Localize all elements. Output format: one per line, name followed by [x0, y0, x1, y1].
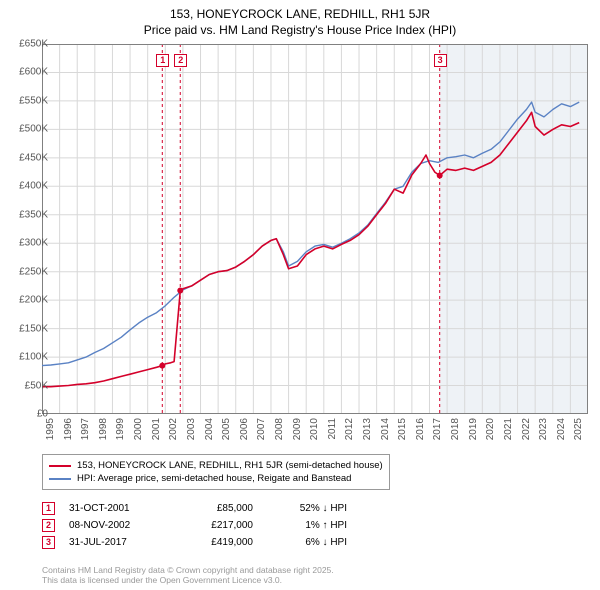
- x-tick-label: 2016: [415, 418, 426, 440]
- event-diff: 52% ↓ HPI: [267, 503, 347, 514]
- x-tick-label: 2003: [186, 418, 197, 440]
- title-line-1: 153, HONEYCROCK LANE, REDHILL, RH1 5JR: [0, 6, 600, 22]
- x-tick-label: 1995: [45, 418, 56, 440]
- x-tick-label: 2020: [485, 418, 496, 440]
- legend-label-property: 153, HONEYCROCK LANE, REDHILL, RH1 5JR (…: [77, 460, 383, 471]
- legend: 153, HONEYCROCK LANE, REDHILL, RH1 5JR (…: [42, 454, 390, 490]
- x-tick-label: 2011: [327, 418, 338, 440]
- legend-row-property: 153, HONEYCROCK LANE, REDHILL, RH1 5JR (…: [49, 459, 383, 472]
- x-tick-label: 2024: [556, 418, 567, 440]
- legend-row-hpi: HPI: Average price, semi-detached house,…: [49, 472, 383, 485]
- y-tick-label: £500K: [4, 124, 48, 135]
- event-price: £85,000: [173, 503, 253, 514]
- x-tick-label: 1998: [98, 418, 109, 440]
- x-tick-label: 2022: [521, 418, 532, 440]
- x-tick-label: 2023: [538, 418, 549, 440]
- x-tick-label: 2025: [573, 418, 584, 440]
- x-tick-label: 2005: [221, 418, 232, 440]
- event-price: £217,000: [173, 520, 253, 531]
- x-tick-label: 2002: [168, 418, 179, 440]
- event-marker-icon: 2: [42, 519, 55, 532]
- x-tick-label: 2012: [344, 418, 355, 440]
- x-tick-label: 2019: [468, 418, 479, 440]
- event-diff: 6% ↓ HPI: [267, 537, 347, 548]
- y-tick-label: £250K: [4, 266, 48, 277]
- attribution-line-1: Contains HM Land Registry data © Crown c…: [42, 565, 334, 576]
- y-tick-label: £650K: [4, 39, 48, 50]
- event-row: 3 31-JUL-2017 £419,000 6% ↓ HPI: [42, 534, 347, 551]
- event-date: 08-NOV-2002: [69, 520, 159, 531]
- event-price: £419,000: [173, 537, 253, 548]
- legend-swatch-hpi: [49, 478, 71, 480]
- x-tick-label: 2021: [503, 418, 514, 440]
- event-row: 1 31-OCT-2001 £85,000 52% ↓ HPI: [42, 500, 347, 517]
- chart-container: 153, HONEYCROCK LANE, REDHILL, RH1 5JR P…: [0, 0, 600, 590]
- x-tick-label: 2010: [309, 418, 320, 440]
- event-marker-icon: 1: [42, 502, 55, 515]
- chart-area: [42, 44, 588, 414]
- event-marker-icon: 3: [42, 536, 55, 549]
- x-tick-label: 2018: [450, 418, 461, 440]
- x-tick-label: 2004: [204, 418, 215, 440]
- x-tick-label: 1997: [80, 418, 91, 440]
- y-tick-label: £550K: [4, 95, 48, 106]
- y-tick-label: £400K: [4, 181, 48, 192]
- event-marker-2: 2: [174, 54, 187, 67]
- y-tick-label: £600K: [4, 67, 48, 78]
- x-tick-label: 2009: [292, 418, 303, 440]
- line-chart-svg: [42, 44, 588, 414]
- y-tick-label: £300K: [4, 238, 48, 249]
- event-marker-3: 3: [434, 54, 447, 67]
- title-line-2: Price paid vs. HM Land Registry's House …: [0, 22, 600, 38]
- x-tick-label: 2017: [432, 418, 443, 440]
- event-marker-1: 1: [156, 54, 169, 67]
- y-tick-label: £450K: [4, 152, 48, 163]
- event-date: 31-JUL-2017: [69, 537, 159, 548]
- legend-label-hpi: HPI: Average price, semi-detached house,…: [77, 473, 351, 484]
- y-tick-label: £50K: [4, 380, 48, 391]
- event-diff: 1% ↑ HPI: [267, 520, 347, 531]
- x-tick-label: 1996: [63, 418, 74, 440]
- y-tick-label: £0: [4, 409, 48, 420]
- attribution: Contains HM Land Registry data © Crown c…: [42, 565, 334, 586]
- x-tick-label: 2014: [380, 418, 391, 440]
- x-tick-label: 2001: [151, 418, 162, 440]
- event-row: 2 08-NOV-2002 £217,000 1% ↑ HPI: [42, 517, 347, 534]
- event-table: 1 31-OCT-2001 £85,000 52% ↓ HPI 2 08-NOV-2002…: [42, 500, 347, 551]
- x-tick-label: 1999: [115, 418, 126, 440]
- y-tick-label: £350K: [4, 209, 48, 220]
- y-tick-label: £150K: [4, 323, 48, 334]
- title-block: 153, HONEYCROCK LANE, REDHILL, RH1 5JR P…: [0, 0, 600, 38]
- y-tick-label: £100K: [4, 352, 48, 363]
- y-tick-label: £200K: [4, 295, 48, 306]
- x-tick-label: 2008: [274, 418, 285, 440]
- attribution-line-2: This data is licensed under the Open Gov…: [42, 575, 334, 586]
- x-tick-label: 2000: [133, 418, 144, 440]
- x-tick-label: 2015: [397, 418, 408, 440]
- legend-swatch-property: [49, 465, 71, 467]
- x-tick-label: 2013: [362, 418, 373, 440]
- x-tick-label: 2006: [239, 418, 250, 440]
- event-date: 31-OCT-2001: [69, 503, 159, 514]
- x-tick-label: 2007: [256, 418, 267, 440]
